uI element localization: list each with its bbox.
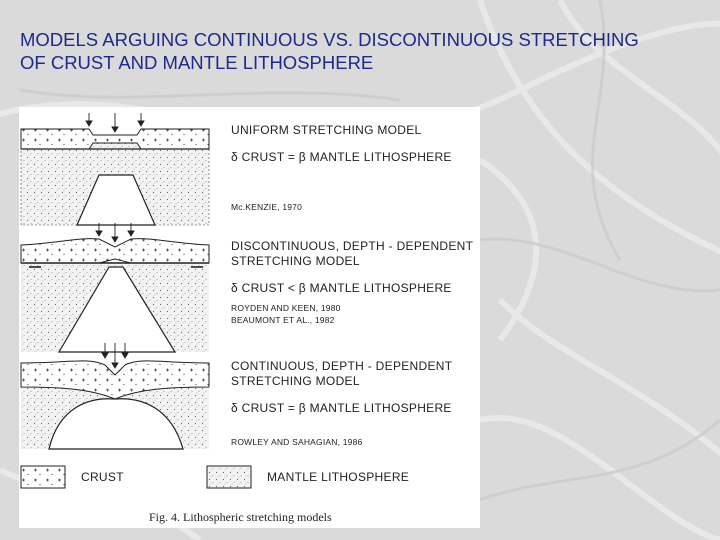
model-3-relation: δ CRUST = β MANTLE LITHOSPHERE [231, 401, 452, 415]
slide-title: MODELS ARGUING CONTINUOUS VS. DISCONTINU… [20, 28, 710, 74]
stretching-models-figure: UNIFORM STRETCHING MODEL δ CRUST = β MAN… [19, 107, 480, 528]
model-diagrams [20, 113, 252, 489]
legend-crust-label: CRUST [81, 470, 124, 484]
model-2-reference-2: BEAUMONT ET AL., 1982 [231, 315, 335, 325]
model-3-reference: ROWLEY AND SAHAGIAN, 1986 [231, 437, 363, 447]
legend-mantle-swatch [206, 465, 252, 489]
model-3-name-line-2: STRETCHING MODEL [231, 374, 360, 388]
slide-title-line-1: MODELS ARGUING CONTINUOUS VS. DISCONTINU… [20, 29, 639, 50]
model-1-relation: δ CRUST = β MANTLE LITHOSPHERE [231, 150, 452, 164]
legend-crust-swatch [20, 465, 66, 489]
model-3-name-line-1: CONTINUOUS, DEPTH - DEPENDENT [231, 359, 453, 373]
model-2-relation: δ CRUST < β MANTLE LITHOSPHERE [231, 281, 452, 295]
model-2-name-line-2: STRETCHING MODEL [231, 254, 360, 268]
legend-mantle-label: MANTLE LITHOSPHERE [267, 470, 410, 484]
discontinuous-stretching-diagram [20, 223, 210, 353]
continuous-stretching-diagram [20, 343, 210, 450]
model-2-name-line-1: DISCONTINUOUS, DEPTH - DEPENDENT [231, 239, 474, 253]
model-1-reference: Mc.KENZIE, 1970 [231, 202, 303, 212]
model-1-name: UNIFORM STRETCHING MODEL [231, 123, 422, 137]
slide-title-line-2: OF CRUST AND MANTLE LITHOSPHERE [20, 52, 374, 73]
model-2-reference-1: ROYDEN AND KEEN, 1980 [231, 303, 341, 313]
uniform-stretching-diagram [20, 113, 210, 226]
figure-caption: Fig. 4. Lithospheric stretching models [149, 510, 332, 524]
